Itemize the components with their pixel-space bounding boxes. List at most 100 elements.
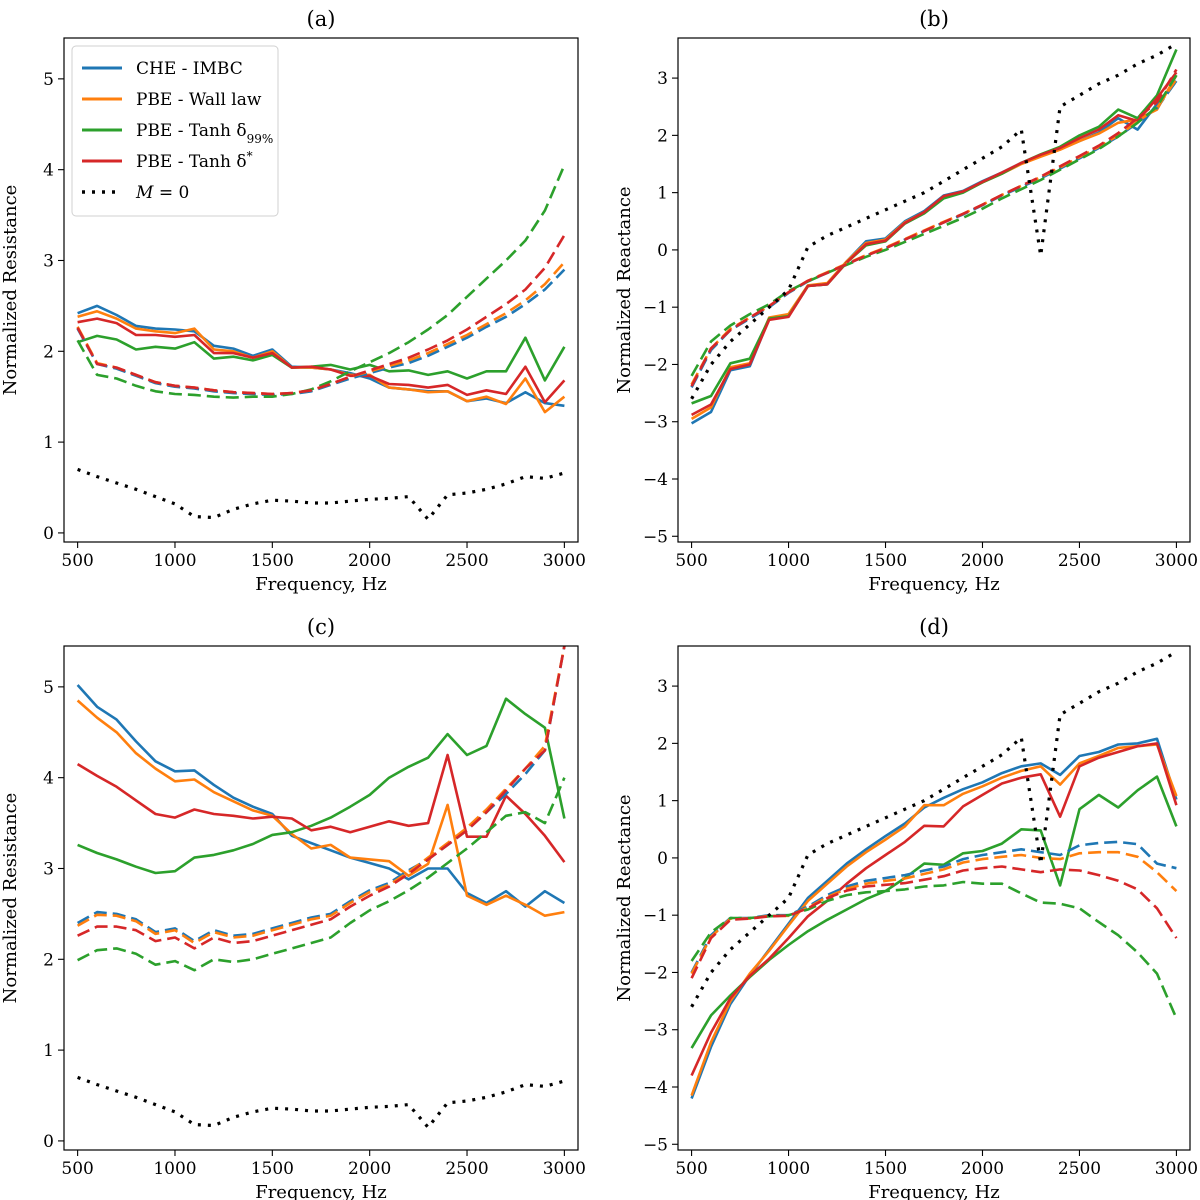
- series-line-pbe-tanh-99-: [690, 775, 1178, 1049]
- x-tick-label: 3000: [543, 1159, 586, 1179]
- x-tick-label: 2500: [1058, 551, 1101, 571]
- y-tick-label: 2: [657, 734, 668, 754]
- series-line-dashed-6: [77, 777, 566, 972]
- y-tick-label: 2: [43, 950, 54, 970]
- y-tick-label: 2: [657, 126, 668, 146]
- x-tick-label: 2000: [961, 1159, 1004, 1179]
- y-tick-label: −3: [643, 413, 668, 433]
- series-line-m-0: [690, 650, 1178, 1008]
- y-tick-label: 1: [657, 184, 668, 204]
- y-axis-label: Normalized Reactance: [614, 794, 635, 1001]
- y-tick-label: 0: [43, 1132, 54, 1152]
- y-tick-label: −2: [643, 963, 668, 983]
- x-tick-label: 1000: [767, 551, 810, 571]
- y-axis-label: Normalized Resistance: [0, 793, 21, 1004]
- y-tick-label: 0: [657, 241, 668, 261]
- y-tick-label: 3: [657, 69, 668, 89]
- x-tick-label: 500: [675, 551, 707, 571]
- y-tick-label: 1: [43, 1041, 54, 1061]
- panel-3: (c) 500 1000 1500 2000 2500 3000 0 1 2 3 4 5 Frequenc…: [0, 615, 586, 1200]
- panel-title: (c): [307, 615, 335, 639]
- panel-4: (d) 500 1000 1500 2000 2500 3000 −5 −4 −3 −2 −1 0 1 2 3…: [614, 615, 1198, 1200]
- x-tick-label: 1500: [251, 1159, 294, 1179]
- x-tick-label: 2000: [348, 1159, 391, 1179]
- series-line-dashed-7: [690, 865, 1178, 979]
- x-axis-label: Frequency, Hz: [868, 1182, 1000, 1200]
- y-tick-label: 1: [657, 792, 668, 812]
- series-line-pbe-wall-law: [76, 699, 565, 918]
- series-line-dashed-6: [690, 74, 1178, 377]
- series-line-pbe-tanh-: [76, 753, 566, 863]
- plot-frame: [63, 37, 579, 543]
- y-tick-label: −1: [643, 298, 668, 318]
- series-line-pbe-tanh-: [690, 742, 1178, 1077]
- y-tick-label: 1: [43, 433, 54, 453]
- x-tick-label: 500: [61, 551, 93, 571]
- y-tick-label: 4: [43, 769, 54, 789]
- x-tick-label: 500: [675, 1159, 707, 1179]
- panel-title: (d): [919, 615, 949, 639]
- legend-label: M = 0: [135, 183, 189, 203]
- series-line-m-0: [690, 42, 1178, 400]
- series-line-che-imbc: [690, 737, 1178, 1099]
- legend-label: CHE - IMBC: [136, 59, 243, 79]
- y-tick-label: −3: [643, 1021, 668, 1041]
- panel-1: (a) 500 1000 1500 2000 2500 3000 0 1 2 3 4 5 Frequenc…: [0, 7, 586, 595]
- plot-frame: [677, 37, 1191, 543]
- y-tick-label: 3: [43, 859, 54, 879]
- legend-label: PBE - Wall law: [136, 90, 262, 110]
- x-axis-label: Frequency, Hz: [868, 574, 1000, 595]
- x-tick-label: 1000: [767, 1159, 810, 1179]
- x-tick-label: 2000: [961, 551, 1004, 571]
- plot-frame: [63, 645, 579, 1151]
- series-line-m-0: [77, 467, 565, 521]
- panel-2: (b) 500 1000 1500 2000 2500 3000 −5 −4 −3 −2 −1 0 1 2 3…: [614, 7, 1198, 595]
- y-tick-label: 5: [43, 70, 54, 90]
- x-tick-label: 1500: [864, 1159, 907, 1179]
- series-line-dashed-4: [76, 646, 566, 943]
- y-tick-label: −5: [643, 1135, 668, 1155]
- series-line-dashed-5: [690, 850, 1178, 975]
- series-line-che-imbc: [76, 684, 566, 908]
- y-tick-label: −4: [643, 1078, 668, 1098]
- y-axis-label: Normalized Resistance: [0, 185, 21, 396]
- series-line-pbe-wall-law: [690, 743, 1178, 1097]
- x-tick-label: 1000: [153, 551, 196, 571]
- x-tick-label: 2500: [1058, 1159, 1101, 1179]
- series-line-dashed-6: [76, 164, 566, 399]
- legend-box: [71, 45, 279, 217]
- y-tick-label: −5: [643, 527, 668, 547]
- x-tick-label: 3000: [543, 551, 586, 571]
- y-axis-label: Normalized Reactance: [614, 186, 635, 393]
- legend: CHE - IMBC PBE - Wall law PBE - Tanh δ99% P…: [71, 45, 279, 217]
- x-axis-label: Frequency, Hz: [255, 574, 387, 595]
- panel-title: (b): [919, 7, 949, 31]
- x-tick-label: 3000: [1155, 551, 1198, 571]
- series-line-dashed-4: [690, 840, 1177, 974]
- series-line-dashed-7: [690, 68, 1178, 387]
- x-tick-label: 2000: [348, 551, 391, 571]
- series-line-m-0: [77, 1075, 565, 1129]
- series-line-pbe-wall-law: [77, 309, 566, 414]
- legend-label: PBE - Tanh δ*: [136, 149, 253, 172]
- y-tick-label: −2: [643, 355, 668, 375]
- series-group: [690, 42, 1178, 425]
- legend-label: PBE - Tanh δ99%: [136, 121, 273, 146]
- y-tick-label: 2: [43, 342, 54, 362]
- y-tick-label: −4: [643, 470, 668, 490]
- x-tick-label: 3000: [1155, 1159, 1198, 1179]
- x-axis-label: Frequency, Hz: [255, 1182, 387, 1200]
- series-group: [76, 164, 566, 521]
- series-line-pbe-tanh-99-: [77, 334, 566, 382]
- x-tick-label: 1000: [153, 1159, 196, 1179]
- y-tick-label: 5: [43, 678, 54, 698]
- x-tick-label: 2500: [445, 1159, 488, 1179]
- series-line-dashed-7: [76, 234, 566, 396]
- x-tick-label: 2500: [445, 551, 488, 571]
- x-tick-label: 500: [61, 1159, 93, 1179]
- series-line-dashed-4: [76, 268, 566, 397]
- y-tick-label: 3: [43, 251, 54, 271]
- panel-title: (a): [307, 7, 336, 31]
- y-tick-label: −1: [643, 906, 668, 926]
